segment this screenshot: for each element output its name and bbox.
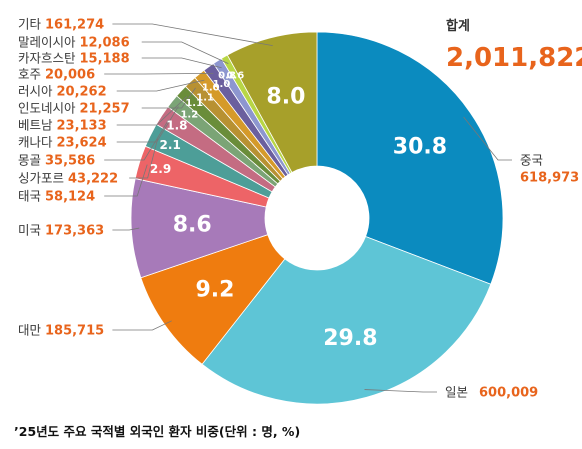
slice-14 [226,31,318,173]
slice-name-13: 말레이시아 [18,35,79,50]
slice-value-9: 21,257 [79,102,129,117]
slice-value-2: 185,715 [45,324,104,339]
slice-name-6: 몽골 [18,153,45,168]
slice-label-4: 태국 58,124 [18,189,95,205]
slice-name-5: 싱가포르 [18,171,68,186]
pct-label-6: 1.8 [166,118,187,132]
slice-label-13: 말레이시아 12,086 [18,35,130,51]
slice-label-6: 몽골 35,586 [18,153,95,169]
pct-label-12: 0.8 [218,71,236,82]
slice-label-14: 기타 161,274 [18,17,104,33]
slice-value-13: 12,086 [79,36,129,51]
pct-label-7: 1.2 [180,110,198,121]
leader-line-11 [104,72,214,75]
pct-label-3: 8.6 [173,213,212,238]
slice-value-3: 173,363 [45,224,104,239]
slice-label-3: 미국 173,363 [18,223,104,239]
slice-value-11: 20,006 [45,68,95,83]
leader-line-0 [463,116,512,161]
slice-value-0: 618,973 [520,171,579,186]
slice-name-7: 캐나다 [18,135,56,150]
slice-label-7: 캐나다 23,624 [18,135,107,151]
pct-label-2: 9.2 [195,278,234,303]
leader-line-9 [141,87,196,109]
leader-line-13 [141,41,229,65]
pct-label-14: 8.0 [266,84,305,109]
slice-name-2: 대만 [18,323,45,338]
leader-line-3 [112,227,140,231]
slice-name-11: 호주 [18,67,45,82]
pct-label-4: 2.9 [150,162,171,176]
slice-label-8: 베트남 23,133 [18,118,107,134]
pct-label-9: 1.1 [196,93,214,104]
slice-value-12: 15,188 [79,52,129,67]
slice-value-14: 161,274 [45,18,104,33]
leader-line-6 [104,119,169,161]
total-label: 합계 [446,18,470,34]
pct-label-8: 1.1 [185,98,203,109]
slice-label-11: 호주 20,006 [18,67,95,83]
pct-label-10: 1.0 [202,82,220,93]
slice-label-0: 중국 618,973 [520,153,579,186]
slice-label-5: 싱가포르 43,222 [18,171,118,187]
leader-line-4 [104,164,148,197]
slice-name-1: 일본 [445,385,468,400]
leader-line-5 [129,138,159,179]
slice-value-5: 43,222 [68,172,118,187]
slice-label-1: 일본 600,009 [445,385,538,401]
leader-line-7 [116,106,179,143]
slice-value-8: 23,133 [56,119,106,134]
pct-label-5: 2.1 [160,138,181,152]
slice-value-1: 600,009 [479,386,538,401]
slice-value-10: 20,262 [56,85,106,100]
slice-value-7: 23,624 [56,136,106,151]
leader-line-14 [112,23,273,46]
slice-name-4: 태국 [18,189,45,204]
pct-label-1: 29.8 [323,326,377,351]
slice-value-4: 58,124 [45,190,95,205]
slice-name-10: 러시아 [18,84,56,99]
slice-value-6: 35,586 [45,154,95,169]
slice-label-9: 인도네시아 21,257 [18,101,130,117]
leader-line-2 [112,320,172,331]
slice-1 [201,236,492,405]
slice-label-12: 카자흐스탄 15,188 [18,51,130,67]
slice-name-0: 중국 [520,153,543,168]
slice-name-3: 미국 [18,223,45,238]
leader-line-12 [141,57,222,69]
slice-name-14: 기타 [18,17,45,32]
slice-0 [316,31,504,285]
pct-label-11: 1.0 [213,79,231,90]
slice-label-10: 러시아 20,262 [18,84,107,100]
slice-label-2: 대만 185,715 [18,323,104,339]
leader-line-8 [116,96,188,126]
slice-name-12: 카자흐스탄 [18,51,79,66]
pct-label-0: 30.8 [393,135,447,160]
total-value: 2,011,822 [446,43,582,73]
slice-name-9: 인도네시아 [18,101,79,116]
slice-name-8: 베트남 [18,118,56,133]
leader-line-1 [364,389,437,393]
pct-label-13: 0.6 [226,70,244,81]
leader-line-10 [116,79,205,92]
chart-caption: ’25년도 주요 국적별 외국인 환자 비중(단위 : 명, %) [14,424,301,439]
